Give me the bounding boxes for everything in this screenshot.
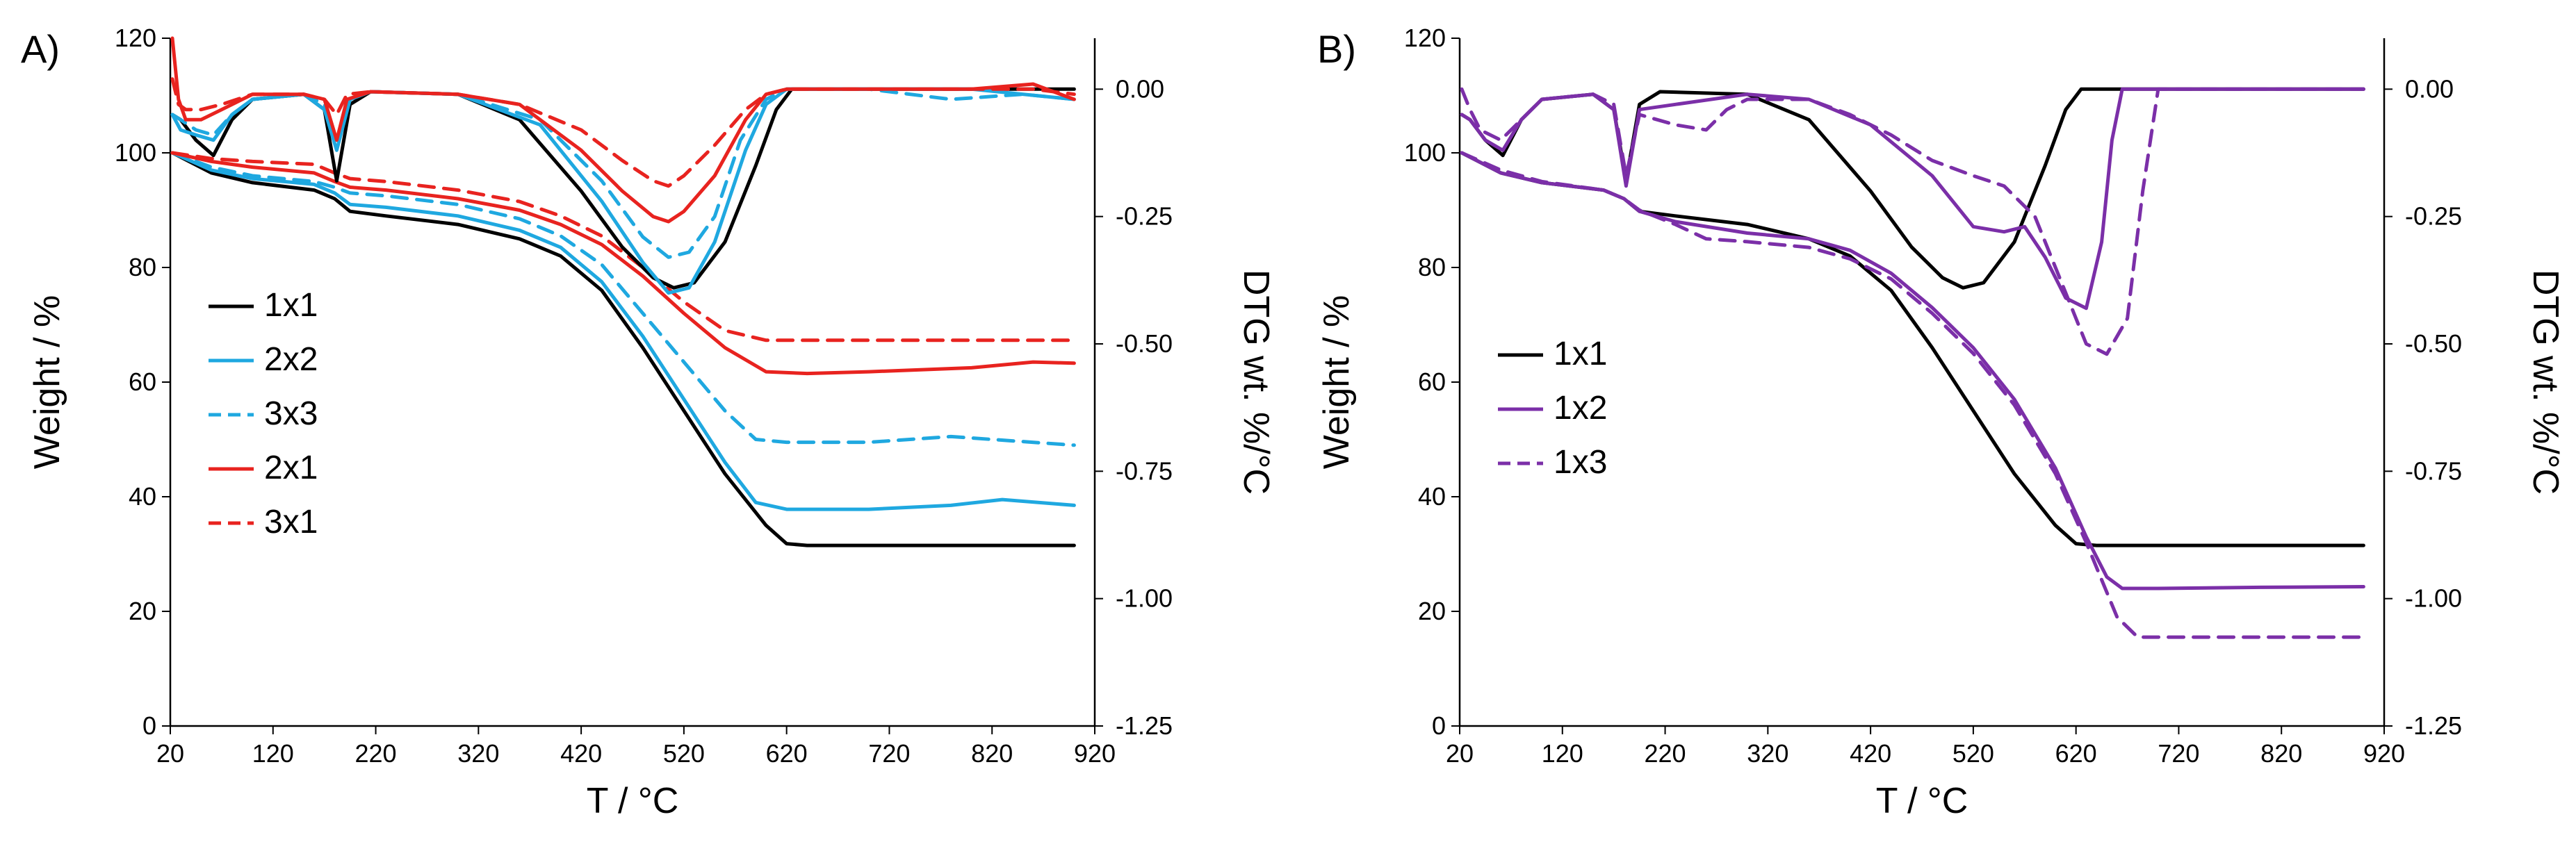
y2-tick-label: -1.25 (1116, 711, 1173, 740)
y2-tick-label: -0.25 (2405, 202, 2462, 231)
y-tick-label: 80 (1418, 253, 1446, 281)
x-tick-label: 120 (252, 739, 294, 768)
y-tick-label: 40 (1418, 482, 1446, 511)
series-group (170, 36, 1076, 547)
y2-tick-label: 0.00 (2405, 74, 2454, 103)
series-line-1x3-weight (1460, 151, 2365, 639)
y-tick-label: 60 (129, 368, 156, 396)
x-tick-label: 620 (2055, 739, 2097, 768)
series-line-1x2-dtg (1460, 87, 2365, 311)
x-tick-label: 620 (766, 739, 808, 768)
series-line-2x1-weight (170, 151, 1076, 376)
y2-tick-label: -1.00 (1116, 584, 1173, 613)
y2-tick-label: -0.75 (2405, 456, 2462, 485)
x-axis-title: T / °C (1876, 781, 1968, 821)
series-line-2x2-dtg (170, 87, 1076, 295)
series-line-1x3-dtg (1460, 87, 2365, 356)
y2-axis-title: DTG wt. %/°C (1236, 270, 1276, 495)
y-tick-label: 80 (129, 253, 156, 281)
series-line-1x1-dtg (170, 87, 1076, 290)
x-tick-label: 920 (2363, 739, 2405, 768)
y-tick-label: 120 (1404, 24, 1446, 52)
x-tick-label: 220 (355, 739, 397, 768)
x-tick-label: 720 (868, 739, 910, 768)
x-tick-label: 320 (457, 739, 499, 768)
panel-b: 20 120 220 320 420 520 620 720 820 92002040608010… (1316, 24, 2566, 821)
x-tick-label: 920 (1074, 739, 1116, 768)
y-tick-label: 20 (129, 597, 156, 625)
y2-tick-label: -0.50 (2405, 329, 2462, 358)
legend-label-2x1: 2x1 (264, 449, 318, 486)
y-tick-label: 120 (115, 24, 156, 52)
series-line-3x3-weight (170, 151, 1076, 447)
x-tick-label: 520 (663, 739, 705, 768)
y-axis-title: Weight / % (1316, 295, 1357, 469)
y2-tick-label: -1.00 (2405, 584, 2462, 613)
y-tick-label: 60 (1418, 368, 1446, 396)
legend-label-1x2: 1x2 (1554, 390, 1607, 427)
series-line-3x1-dtg (170, 77, 1076, 188)
x-tick-label: 20 (156, 739, 184, 768)
y-tick-label: 40 (129, 482, 156, 511)
x-tick-label: 820 (971, 739, 1013, 768)
panel-a: 20 120 220 320 420 520 620 720 820 92002040608010… (21, 24, 1276, 821)
legend-label-2x2: 2x2 (264, 341, 318, 378)
y-tick-label: 20 (1418, 597, 1446, 625)
x-tick-label: 420 (560, 739, 602, 768)
y2-tick-label: -0.25 (1116, 202, 1173, 231)
y-tick-label: 0 (1432, 711, 1446, 740)
x-tick-label: 220 (1645, 739, 1686, 768)
y-axis-title: Weight / % (27, 295, 67, 469)
x-tick-label: 820 (2260, 739, 2302, 768)
legend-label-1x1: 1x1 (264, 287, 318, 324)
y-tick-label: 100 (1404, 138, 1446, 167)
x-axis-title: T / °C (587, 781, 679, 821)
y2-tick-label: -0.50 (1116, 329, 1173, 358)
series-line-2x1-dtg (170, 36, 1076, 224)
x-tick-label: 20 (1446, 739, 1474, 768)
x-tick-label: 120 (1542, 739, 1583, 768)
legend-label-1x3: 1x3 (1554, 444, 1607, 481)
panel-label: B) (1317, 27, 1356, 71)
legend-label-3x3: 3x3 (264, 395, 318, 432)
legend-label-1x1: 1x1 (1554, 336, 1607, 372)
y2-tick-label: 0.00 (1116, 74, 1164, 103)
x-tick-label: 720 (2158, 739, 2199, 768)
y2-axis-title: DTG wt. %/°C (2525, 270, 2566, 495)
x-tick-label: 420 (1850, 739, 1891, 768)
panel-label: A) (21, 27, 60, 71)
y-tick-label: 100 (115, 138, 156, 167)
x-tick-label: 320 (1747, 739, 1788, 768)
series-group (1460, 87, 2365, 639)
series-line-3x1-weight (170, 151, 1076, 342)
x-tick-label: 520 (1953, 739, 1994, 768)
y2-tick-label: -0.75 (1116, 456, 1173, 485)
y-tick-label: 0 (142, 711, 156, 740)
y2-tick-label: -1.25 (2405, 711, 2462, 740)
series-line-2x2-weight (170, 151, 1076, 511)
series-line-1x1-weight (170, 151, 1076, 547)
legend-label-3x1: 3x1 (264, 504, 318, 540)
